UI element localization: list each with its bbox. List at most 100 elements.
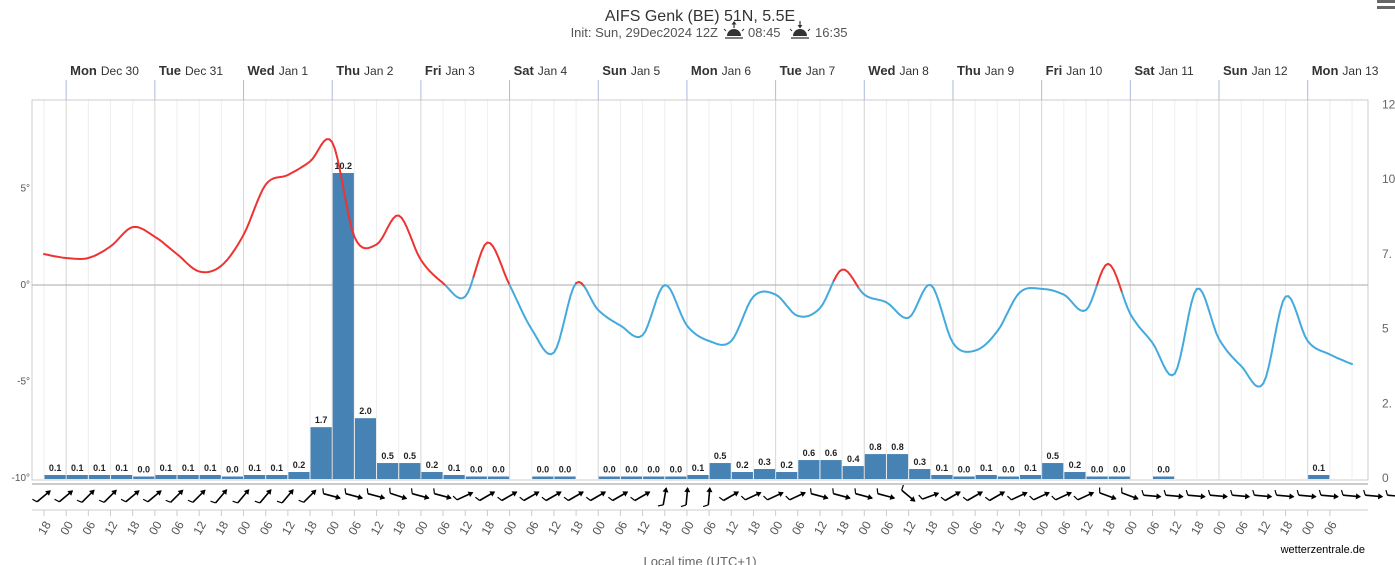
hour-tick-label: 12 (988, 518, 1007, 537)
precip-bar-label: 0.5 (381, 451, 394, 461)
wind-arrow (1007, 491, 1028, 501)
hour-tick-label: 06 (1055, 518, 1074, 537)
precip-bar (288, 472, 310, 479)
wind-arrow (475, 491, 496, 502)
day-label: Fri Jan 3 (425, 63, 475, 78)
precip-bar (1019, 475, 1042, 479)
precip-bar (332, 173, 354, 479)
precip-bar (997, 476, 1019, 479)
temp-line-segment-cold (1121, 287, 1353, 388)
wind-arrow (1274, 489, 1295, 500)
wind-arrow (1051, 491, 1072, 501)
wind-arrow (32, 490, 51, 503)
precip-bar (687, 475, 709, 479)
temp-line-segment-warm (1096, 262, 1123, 294)
wind-arrow (563, 491, 584, 502)
temp-line-segment-cold (857, 283, 1099, 353)
day-name: Sun (602, 63, 627, 78)
hour-tick-label: 12 (368, 518, 387, 537)
precip-bar-label: 0.1 (692, 463, 705, 473)
wind-arrow (1252, 489, 1273, 500)
precip-bar-label: 0.0 (138, 465, 151, 475)
hour-tick-label: 06 (434, 518, 453, 537)
wind-arrow (785, 491, 806, 501)
hour-tick-label: 06 (523, 518, 542, 537)
precip-bar-label: 0.0 (1002, 465, 1015, 475)
wind-arrow (962, 491, 983, 502)
precip-bar (532, 476, 554, 479)
day-name: Tue (159, 63, 181, 78)
precip-bar-label: 0.0 (492, 465, 505, 475)
hour-tick-label: 12 (811, 518, 830, 537)
precip-bar (177, 475, 199, 479)
hour-tick-label: 06 (789, 518, 808, 537)
day-name: Fri (1046, 63, 1063, 78)
precip-bar-label: 0.0 (470, 465, 483, 475)
hour-tick-label: 12 (545, 518, 564, 537)
hamburger-menu-icon[interactable] (1377, 0, 1395, 9)
wind-arrow (541, 491, 562, 502)
hour-tick-label: 00 (1210, 518, 1229, 537)
hour-tick-label: 00 (1033, 518, 1052, 537)
wind-arrow (585, 491, 607, 502)
hour-tick-label: 06 (878, 518, 897, 537)
precip-bar (953, 476, 975, 479)
precip-bar (88, 475, 111, 479)
precip-bar (1042, 463, 1064, 479)
wind-arrow (433, 488, 452, 500)
precip-bar-label: 0.1 (980, 463, 993, 473)
wind-arrow (940, 491, 961, 502)
y-right-tick-label: 5 (1382, 322, 1389, 336)
wind-arrow (254, 489, 272, 504)
precipitation-bars: 0.1 0.1 0.1 0.1 0.0 0.1 0.1 0.1 0.0 0.1 0.1 0.2 1.7 1… (44, 161, 1330, 479)
wind-arrow (1163, 489, 1184, 500)
hour-tick-label: 12 (1077, 518, 1096, 537)
precip-bar (1153, 476, 1175, 479)
precip-bar (111, 475, 133, 479)
precip-bar (1086, 476, 1108, 479)
hour-tick-label: 00 (855, 518, 874, 537)
sunrise-icon (723, 21, 745, 39)
day-date: Jan 1 (279, 64, 309, 78)
hour-tick-label: 00 (501, 518, 520, 537)
day-date: Jan 12 (1252, 64, 1288, 78)
x-axis-title: Local time (UTC+1) (643, 554, 756, 565)
wind-arrow (232, 489, 250, 504)
precip-bar-label: 0.1 (271, 463, 284, 473)
precip-bar-label: 0.1 (182, 463, 195, 473)
hour-tick-label: 12 (1166, 518, 1185, 537)
temperature-line (43, 138, 1353, 388)
hour-tick-label: 18 (1277, 518, 1296, 537)
precip-bar (864, 454, 886, 479)
day-date: Jan 6 (722, 64, 752, 78)
wind-arrow (1340, 489, 1361, 500)
wind-arrow (1185, 489, 1206, 500)
y-left-tick-label: 5° (20, 184, 30, 195)
day-label: Mon Jan 13 (1312, 63, 1379, 78)
hour-tick-label: 12 (1254, 518, 1273, 537)
day-date: Jan 11 (1159, 64, 1194, 78)
wind-arrow (1296, 489, 1317, 500)
precip-bar-label: 0.2 (780, 460, 793, 470)
wind-arrow (54, 490, 74, 503)
wind-arrow (1207, 489, 1228, 500)
day-date: Dec 31 (185, 64, 223, 78)
precip-bar-label: 0.5 (404, 451, 417, 461)
chart-subtitle: Init: Sun, 29Dec2024 12Z 08:45 16:35 (571, 21, 848, 40)
plot-frame (31, 99, 1369, 481)
precip-bar-label: 0.6 (825, 448, 838, 458)
precip-bar-label: 0.0 (1157, 465, 1170, 475)
day-label: Sun Jan 12 (1223, 63, 1288, 78)
precip-bar-label: 0.1 (248, 463, 261, 473)
wind-arrow (276, 489, 294, 504)
precip-bar-label: 0.1 (160, 463, 173, 473)
hour-tick-label: 18 (1011, 518, 1030, 537)
day-date: Jan 9 (985, 64, 1015, 78)
wind-arrow (344, 488, 364, 500)
precip-bar (665, 476, 687, 479)
precip-bar-label: 0.1 (1024, 463, 1037, 473)
wind-arrow (608, 491, 629, 502)
wind-arrow (165, 489, 184, 503)
wind-arrow (298, 489, 317, 503)
precip-bar-label: 0.5 (1046, 451, 1059, 461)
